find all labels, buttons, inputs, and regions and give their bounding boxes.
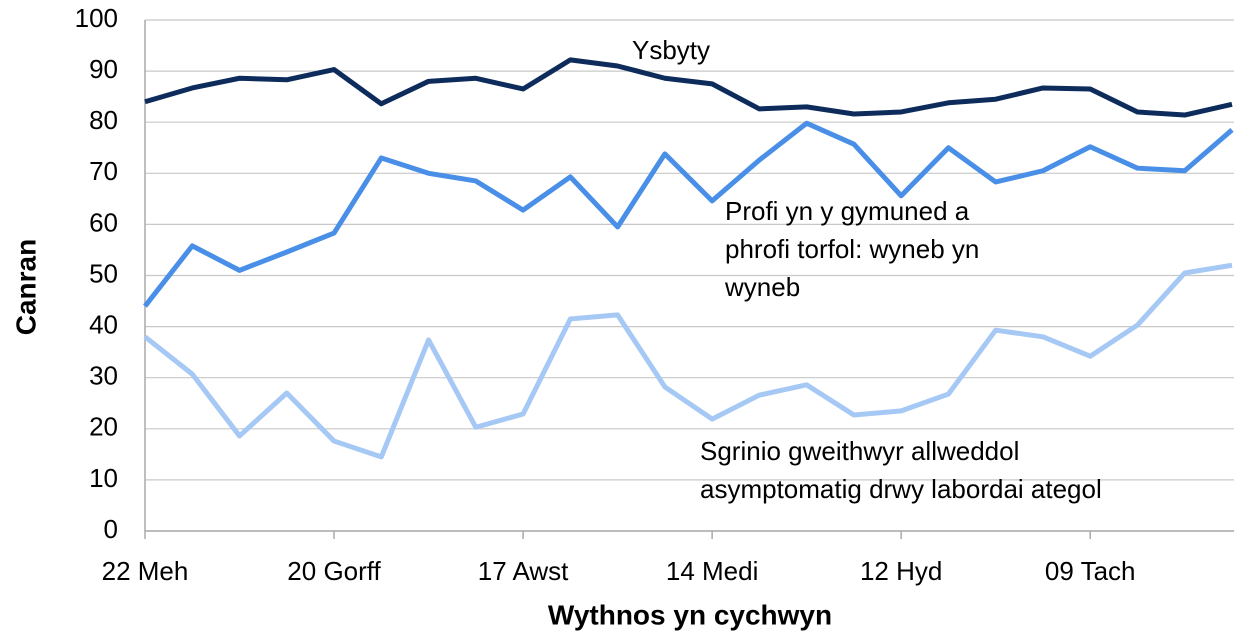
series-label: Sgrinio gweithwyr allweddol — [700, 436, 1019, 466]
y-axis-title: Canran — [10, 239, 41, 335]
x-tick-label: 20 Gorff — [287, 556, 381, 586]
series-line — [143, 262, 1233, 460]
x-tick-label: 22 Meh — [102, 556, 189, 586]
y-tick-label: 10 — [89, 463, 118, 493]
series-label: wyneb — [724, 272, 800, 302]
series-line — [143, 120, 1234, 308]
y-tick-label: 90 — [89, 54, 118, 84]
x-tick-label: 14 Medi — [666, 556, 759, 586]
y-tick-label: 20 — [89, 412, 118, 442]
y-tick-label: 40 — [89, 309, 118, 339]
x-tick-label: 17 Awst — [478, 556, 569, 586]
x-axis-title: Wythnos yn cychwyn — [548, 599, 832, 630]
x-tick-label: 12 Hyd — [860, 556, 942, 586]
series-label: phrofi torfol: wyneb yn — [725, 234, 979, 264]
series-line — [144, 57, 1233, 118]
y-tick-label: 50 — [89, 258, 118, 288]
series-label: Profi yn y gymuned a — [725, 196, 970, 226]
y-tick-label: 0 — [104, 514, 118, 544]
y-tick-label: 60 — [89, 207, 118, 237]
x-tick-label: 09 Tach — [1045, 556, 1136, 586]
y-tick-label: 30 — [89, 361, 118, 391]
y-tick-label: 70 — [89, 156, 118, 186]
series-label: Ysbyty — [632, 35, 710, 65]
y-tick-label: 80 — [89, 105, 118, 135]
series-label: asymptomatig drwy labordai ategol — [700, 474, 1102, 504]
y-tick-label: 100 — [75, 3, 118, 33]
